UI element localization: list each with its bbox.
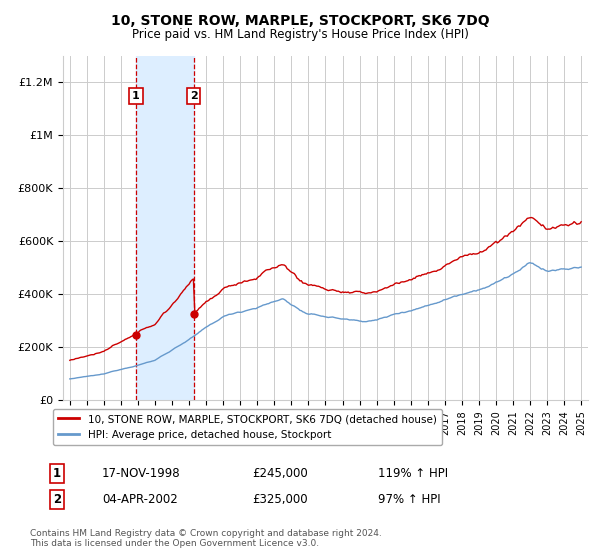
Bar [136,56,194,400]
Text: 119% ↑ HPI: 119% ↑ HPI [378,466,448,480]
Text: £325,000: £325,000 [252,493,308,506]
Legend: 10, STONE ROW, MARPLE, STOCKPORT, SK6 7DQ (detached house), HPI: Average price, : 10, STONE ROW, MARPLE, STOCKPORT, SK6 7D… [53,409,442,445]
Text: £245,000: £245,000 [252,466,308,480]
Text: 04-APR-2002: 04-APR-2002 [102,493,178,506]
Text: 97% ↑ HPI: 97% ↑ HPI [378,493,440,506]
Text: 2: 2 [190,91,197,101]
Text: 2: 2 [53,493,61,506]
Text: Price paid vs. HM Land Registry's House Price Index (HPI): Price paid vs. HM Land Registry's House … [131,28,469,41]
Text: 10, STONE ROW, MARPLE, STOCKPORT, SK6 7DQ: 10, STONE ROW, MARPLE, STOCKPORT, SK6 7D… [110,14,490,28]
Text: Contains HM Land Registry data © Crown copyright and database right 2024.
This d: Contains HM Land Registry data © Crown c… [30,529,382,548]
Text: 1: 1 [132,91,140,101]
Text: 17-NOV-1998: 17-NOV-1998 [102,466,181,480]
Text: 1: 1 [53,466,61,480]
